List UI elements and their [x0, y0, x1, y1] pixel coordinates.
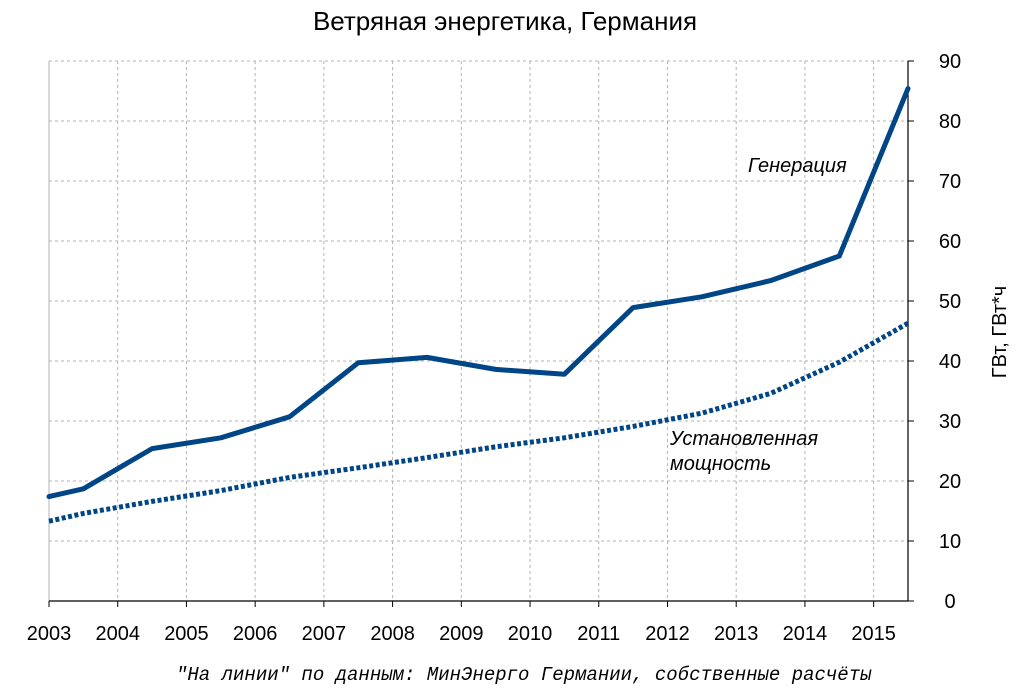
- x-tick-label: 2011: [577, 623, 620, 645]
- x-tick-label: 2013: [714, 623, 759, 645]
- series-line-capacity: [48, 321, 910, 524]
- x-tick-label: 2010: [508, 623, 553, 645]
- source-note: "На линии" по данным: МинЭнерго Германии…: [176, 664, 872, 686]
- data-series: [46, 86, 911, 524]
- y-tick-label: 90: [939, 51, 961, 73]
- chart-title: Ветряная энергетика, Германия: [312, 6, 698, 36]
- axes: [48, 60, 914, 607]
- annotation-generation: Генерация: [748, 155, 847, 177]
- annotation-capacity-line2: мощность: [670, 453, 771, 475]
- series-line-generation: [46, 86, 911, 500]
- x-tick-label: 2005: [164, 623, 209, 645]
- x-tick-label: 2008: [370, 623, 415, 645]
- y-tick-label: 10: [939, 531, 961, 553]
- y-axis-label: ГВт, ГВт*ч: [989, 286, 1011, 378]
- x-tick-label: 2009: [439, 623, 484, 645]
- x-tick-label: 2006: [233, 623, 278, 645]
- y-tick-label: 60: [939, 231, 961, 253]
- x-tick-label: 2014: [783, 623, 828, 645]
- x-tick-label: 2012: [645, 623, 690, 645]
- y-tick-label: 0: [944, 591, 955, 613]
- grid-lines: [49, 60, 908, 601]
- annotation-capacity-line1: Установленная: [669, 428, 818, 450]
- x-tick-label: 2004: [95, 623, 140, 645]
- y-tick-label: 80: [939, 111, 961, 133]
- tick-labels: 0 10 20 30 40 50 60 70 80 90 2003 2004 2005 2006 2007 2…: [27, 51, 961, 645]
- y-tick-label: 40: [939, 351, 961, 373]
- x-tick-label: 2003: [27, 623, 72, 645]
- y-tick-label: 50: [939, 291, 961, 313]
- y-tick-label: 20: [939, 471, 961, 493]
- x-tick-label: 2015: [851, 623, 896, 645]
- y-tick-label: 70: [939, 171, 961, 193]
- y-tick-label: 30: [939, 411, 961, 433]
- x-tick-label: 2007: [302, 623, 347, 645]
